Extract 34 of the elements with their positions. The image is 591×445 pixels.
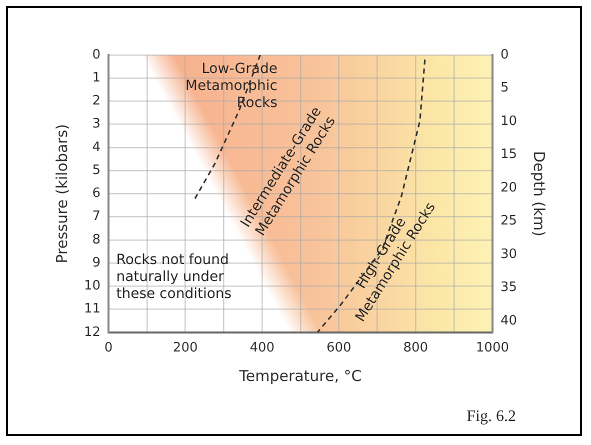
y-tick-label: 0	[92, 47, 101, 62]
y-tick-label: 11	[84, 302, 101, 317]
y2-tick-label: 35	[500, 280, 518, 296]
y-tick-label: 10	[84, 278, 101, 294]
y-tick-label: 2	[92, 94, 101, 109]
x-tick-label: 800	[403, 340, 428, 356]
y-tick-label: 3	[92, 116, 101, 132]
y-tick-label: 12	[84, 324, 101, 340]
y2-tick-label: 30	[500, 246, 518, 262]
x-tick-label: 0	[104, 340, 113, 356]
caption: Fig. 6.2	[466, 408, 516, 425]
y-tick-label: 5	[92, 162, 101, 178]
y-tick-label: 6	[92, 186, 101, 202]
y2-axis-title: Depth (km)	[530, 150, 548, 236]
annotation: Rocks not found naturally under these conditions	[116, 252, 233, 303]
y-tick-label: 4	[92, 140, 101, 155]
x-tick-label: 400	[250, 340, 275, 356]
x-tick-label: 1000	[476, 340, 510, 356]
y-tick-label: 8	[92, 232, 101, 248]
x-axis-title: Temperature, °C	[238, 366, 362, 385]
x-tick-label: 600	[326, 340, 352, 356]
y-tick-label: 7	[92, 209, 101, 224]
x-tick-label: 200	[172, 340, 198, 356]
y2-tick-label: 20	[500, 180, 518, 196]
y2-tick-label: 5	[500, 80, 509, 96]
y-axis-title: Pressure (kilobars)	[52, 124, 71, 264]
y-tick-label: 9	[92, 255, 101, 270]
y2-tick-label: 25	[500, 214, 518, 229]
y-tick-label: 1	[92, 70, 101, 86]
y2-tick-label: 40	[500, 313, 518, 328]
y2-tick-label: 0	[500, 47, 509, 62]
y2-tick-label: 10	[500, 114, 518, 129]
y2-tick-label: 15	[500, 147, 518, 162]
annotation: Low-Grade Metamorphic Rocks	[184, 60, 278, 111]
